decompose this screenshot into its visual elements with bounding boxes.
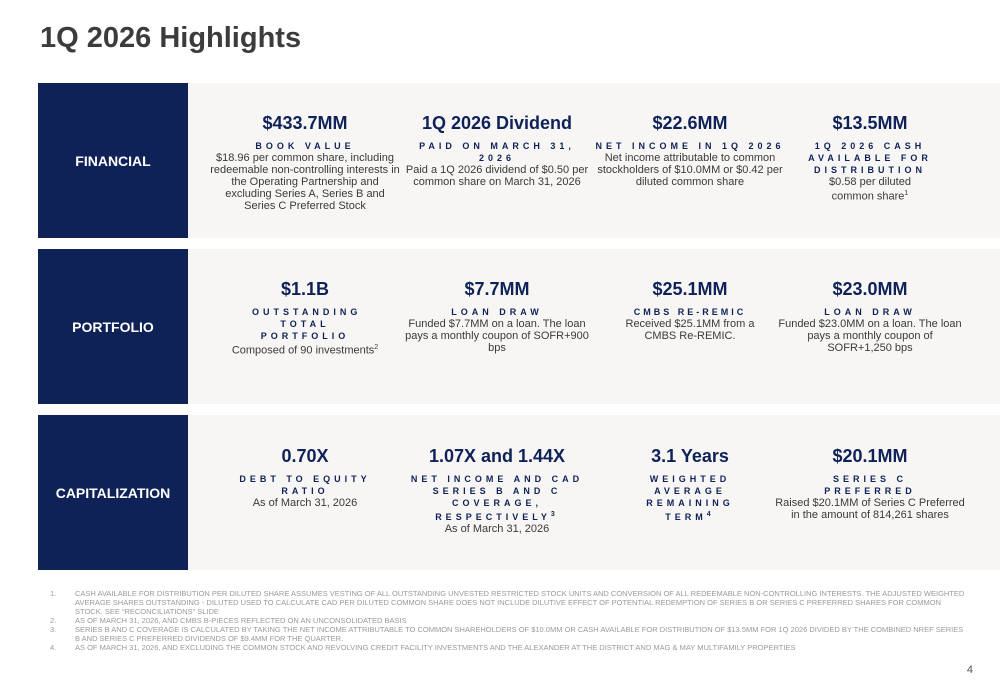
metric-description: Net income attributable to common stockh… (597, 152, 783, 188)
footnote-number: 3. (50, 625, 57, 634)
metric-value: 3.1 Years (651, 446, 729, 466)
page-title: 1Q 2026 Highlights (40, 22, 302, 54)
footnote-number: 4. (50, 643, 57, 652)
footnote: 2. AS OF MARCH 31, 2026, AND CMBS B-PIEC… (50, 616, 970, 625)
metric-value: $433.7MM (262, 113, 348, 133)
footnote-text: AS OF MARCH 31, 2026, AND CMBS B-PIECES … (75, 616, 407, 625)
metric-outstanding-portfolio: $1.1B OUTSTANDING TOTAL PORTFOLIO Compos… (210, 279, 400, 357)
metric-coverage: 1.07X and 1.44X NET INCOME AND CAD SERIE… (402, 446, 592, 535)
metric-caption: OUTSTANDING TOTAL PORTFOLIO (252, 307, 362, 341)
metric-value: $20.1MM (832, 446, 908, 466)
metric-book-value: $433.7MM BOOK VALUE $18.96 per common sh… (210, 113, 400, 212)
metric-description-wrap: $0.58 per diluted common share1 (775, 176, 965, 203)
metric-caption: NET INCOME IN 1Q 2026 (595, 141, 785, 151)
footnote-text: AS OF MARCH 31, 2026, AND EXCLUDING THE … (75, 643, 796, 652)
metric-value: $23.0MM (832, 279, 908, 299)
metric-net-income: $22.6MM NET INCOME IN 1Q 2026 Net income… (595, 113, 785, 188)
section-portfolio: PORTFOLIO $1.1B OUTSTANDING TOTAL PORTFO… (38, 249, 1000, 404)
metric-description: Raised $20.1MM of Series C Preferred in … (775, 497, 965, 521)
metric-caption: CMBS RE-REMIC (633, 307, 747, 317)
metric-caption-wrap: WEIGHTED AVERAGE REMAINING TERM4 (595, 473, 785, 523)
footnote-marker: 1 (904, 190, 909, 197)
metric-caption: SERIES C PREFERRED (824, 474, 916, 496)
footnote-text: SERIES B AND C COVERAGE IS CALCULATED BY… (75, 625, 964, 643)
section-label: FINANCIAL (38, 83, 188, 238)
metric-caption: NET INCOME AND CAD SERIES B AND C COVERA… (410, 474, 584, 522)
metric-description: Funded $7.7MM on a loan. The loan pays a… (405, 318, 589, 354)
metric-value: 0.70X (281, 446, 329, 466)
metric-remaining-term: 3.1 Years WEIGHTED AVERAGE REMAINING TER… (595, 446, 785, 523)
metric-loan-draw-2: $23.0MM LOAN DRAW Funded $23.0MM on a lo… (775, 279, 965, 354)
metric-series-c-preferred: $20.1MM SERIES C PREFERRED Raised $20.1M… (775, 446, 965, 521)
metric-description: $18.96 per common share, including redee… (210, 152, 400, 212)
metric-description: Funded $23.0MM on a loan. The loan pays … (778, 318, 962, 354)
metric-caption: LOAN DRAW (451, 307, 543, 317)
footnote-text: CASH AVAILABLE FOR DISTRIBUTION PER DILU… (75, 589, 965, 616)
metric-value: $13.5MM (832, 113, 908, 133)
metric-description-wrap: Composed of 90 investments2 (210, 342, 400, 357)
metric-value: 1.07X and 1.44X (428, 446, 566, 466)
metric-description: Received $25.1MM from a CMBS Re-REMIC. (625, 318, 755, 342)
footnote: 3. SERIES B AND C COVERAGE IS CALCULATED… (50, 625, 970, 643)
footnotes: 1. CASH AVAILABLE FOR DISTRIBUTION PER D… (50, 589, 970, 652)
footnote-number: 1. (50, 589, 57, 598)
footnote-marker: 4 (706, 511, 715, 518)
metric-description: Paid a 1Q 2026 dividend of $0.50 per com… (405, 164, 589, 188)
section-label: CAPITALIZATION (38, 415, 188, 570)
metric-caption-wrap: NET INCOME AND CAD SERIES B AND C COVERA… (402, 473, 592, 523)
metric-debt-to-equity: 0.70X DEBT TO EQUITY RATIO As of March 3… (210, 446, 400, 509)
metric-description: As of March 31, 2026 (444, 523, 550, 535)
metric-description: Composed of 90 investments (231, 344, 375, 357)
page-number: 4 (966, 664, 973, 676)
metric-caption: BOOK VALUE (255, 141, 355, 151)
metric-value: $22.6MM (652, 113, 728, 133)
metric-caption: LOAN DRAW (824, 307, 916, 317)
metric-loan-draw-1: $7.7MM LOAN DRAW Funded $7.7MM on a loan… (402, 279, 592, 354)
metric-value: $1.1B (280, 279, 330, 299)
metric-caption: 1Q 2026 CASH AVAILABLE FOR DISTRIBUTION (808, 141, 932, 175)
metric-dividend: 1Q 2026 Dividend PAID ON MARCH 31, 2026 … (402, 113, 592, 188)
section-capitalization: CAPITALIZATION 0.70X DEBT TO EQUITY RATI… (38, 415, 1000, 570)
metric-cad: $13.5MM 1Q 2026 CASH AVAILABLE FOR DISTR… (775, 113, 965, 203)
footnote: 4. AS OF MARCH 31, 2026, AND EXCLUDING T… (50, 643, 970, 652)
metric-value: $7.7MM (464, 279, 530, 299)
metric-cmbs-re-remic: $25.1MM CMBS RE-REMIC Received $25.1MM f… (595, 279, 785, 342)
footnote: 1. CASH AVAILABLE FOR DISTRIBUTION PER D… (50, 589, 970, 616)
footnote-marker: 3 (550, 511, 559, 518)
metric-caption: DEBT TO EQUITY RATIO (239, 474, 371, 496)
metric-caption: WEIGHTED AVERAGE REMAINING TERM (646, 474, 734, 522)
metric-caption: PAID ON MARCH 31, 2026 (419, 141, 575, 163)
footnote-number: 2. (50, 616, 57, 625)
footnote-marker: 2 (374, 344, 379, 351)
metric-value: 1Q 2026 Dividend (421, 113, 573, 133)
section-label: PORTFOLIO (38, 249, 188, 404)
metric-value: $25.1MM (652, 279, 728, 299)
metric-description: $0.58 per diluted common share (829, 176, 911, 203)
section-financial: FINANCIAL $433.7MM BOOK VALUE $18.96 per… (38, 83, 1000, 238)
metric-description: As of March 31, 2026 (252, 497, 358, 509)
